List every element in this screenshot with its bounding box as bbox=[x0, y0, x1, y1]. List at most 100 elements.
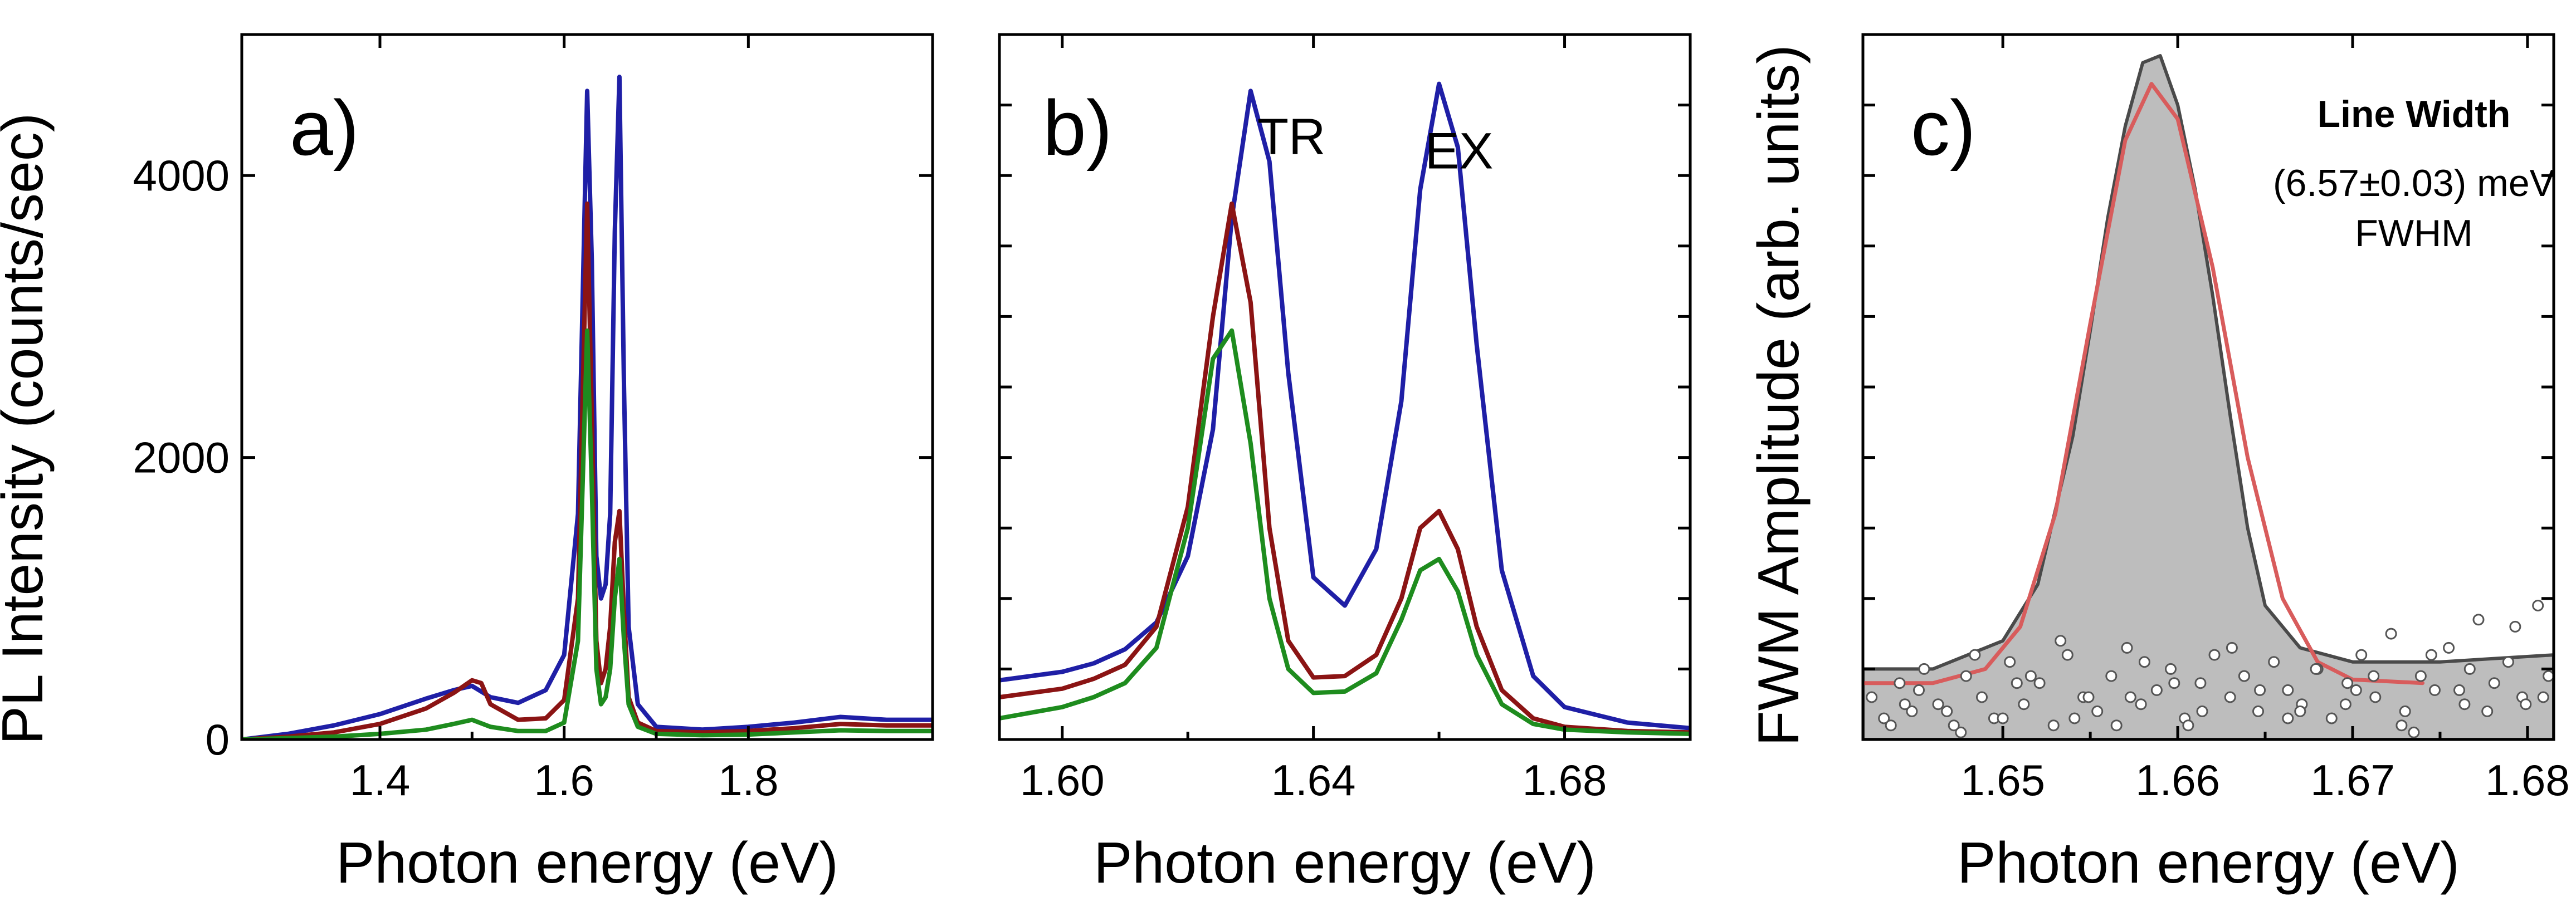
panel-c-scatter-point bbox=[2481, 705, 2494, 717]
panel-b-series-line-3 bbox=[999, 328, 1690, 736]
panel-c-scatter-point bbox=[2018, 698, 2030, 711]
panel-c-scatter-point bbox=[2268, 656, 2280, 668]
panel-c-scatter-point bbox=[2488, 677, 2500, 689]
panel-b-series-group bbox=[999, 81, 1690, 736]
panel-c-scatter-point bbox=[2350, 684, 2362, 696]
panel-c-annotation-title: Line Width bbox=[2318, 93, 2511, 135]
panel-c-scatter-point bbox=[2068, 712, 2081, 724]
panel-c-scatter-point bbox=[2294, 705, 2306, 717]
panel-b-peak-annotation: TR bbox=[1257, 109, 1326, 165]
panel-c-scatter-point bbox=[2252, 705, 2264, 717]
panel-c-scatter-point bbox=[1866, 691, 1878, 703]
panel-c-scatter-point bbox=[2091, 705, 2104, 717]
panel-a-plot-area bbox=[242, 75, 933, 739]
panel-c-scatter-point bbox=[2368, 670, 2380, 682]
panel-a-y-tick-label: 0 bbox=[206, 715, 230, 764]
panel-c-scatter-point bbox=[2055, 635, 2067, 647]
panel-a-x-tick-label: 1.4 bbox=[350, 756, 410, 805]
panel-c-scatter-point bbox=[2011, 677, 2023, 689]
panel-b-x-axis-label: Photon energy (eV) bbox=[1094, 831, 1596, 895]
panel-b-peak-annotation: EX bbox=[1425, 123, 1494, 180]
panel-c-scatter-point bbox=[2168, 677, 2180, 689]
panel-a-x-tick-label: 1.8 bbox=[718, 756, 778, 805]
panel-c-scatter-point bbox=[2033, 677, 2046, 689]
panel-c-scatter-point bbox=[2532, 600, 2544, 611]
panel-b-series-line-2 bbox=[999, 201, 1690, 735]
panel-c-scatter-point bbox=[1918, 663, 1930, 675]
panel-c-scatter-point bbox=[2310, 663, 2322, 675]
panel-c-scatter-point bbox=[1906, 705, 1918, 717]
panel-c-scatter-point bbox=[2537, 691, 2549, 703]
panel-c-scatter-point bbox=[1878, 712, 1890, 724]
panel-c-scatter-point bbox=[2110, 719, 2123, 732]
panel-b-x-tick-label: 1.64 bbox=[1271, 756, 1356, 805]
panel-c-scatter-point bbox=[2254, 684, 2266, 696]
panel-b-x-tick-label: 1.68 bbox=[1523, 756, 1607, 805]
panel-c-scatter-point bbox=[1955, 726, 1967, 738]
panel-c-x-axis-label: Photon energy (eV) bbox=[1957, 831, 2460, 895]
panel-a-series-line-2 bbox=[242, 201, 933, 739]
panel-c-scatter-point bbox=[1960, 670, 1972, 682]
panel-c-scatter-point bbox=[2082, 691, 2095, 703]
panel-c-scatter-point bbox=[2224, 691, 2236, 703]
panel-c-scatter-point bbox=[2472, 614, 2485, 626]
panel-c-x-tick-label: 1.65 bbox=[1960, 756, 2045, 805]
panel-c-scatter-points bbox=[1866, 600, 2554, 738]
panel-a-series-group bbox=[242, 75, 933, 739]
panel-c-y-axis-label: FWM Amplitude (arb. units) bbox=[1746, 45, 1811, 746]
panel-a-x-axis-label: Photon energy (eV) bbox=[336, 831, 838, 895]
panel-c-scatter-point bbox=[2196, 705, 2208, 717]
panel-c-label: c) bbox=[1911, 84, 1976, 172]
panel-c-scatter-point bbox=[2325, 712, 2338, 724]
panel-c-scatter-point bbox=[2061, 649, 2074, 661]
panel-c-scatter-point bbox=[2105, 670, 2118, 682]
panel-c-scatter-point bbox=[2208, 649, 2221, 661]
panel-c-scatter-point bbox=[2543, 670, 2554, 682]
panel-c-scatter-point bbox=[1948, 719, 1960, 732]
panel-b-x-tick-label: 1.60 bbox=[1020, 756, 1105, 805]
panel-c-x-tick-label: 1.66 bbox=[2135, 756, 2220, 805]
panel-c-scatter-point bbox=[2150, 684, 2163, 696]
panel-c-scatter-point bbox=[2414, 670, 2427, 682]
panel-c-scatter-point bbox=[2282, 684, 2294, 696]
panel-c-scatter-point bbox=[2463, 663, 2476, 675]
panel-c-scatter-point bbox=[1913, 684, 1925, 696]
panel-c-scatter-point bbox=[1976, 691, 1988, 703]
panel-a-ticks: 1.4 1.6 1.8 0 2000 4000 bbox=[133, 35, 933, 805]
panel-a-y-tick-label: 4000 bbox=[133, 151, 230, 200]
panel-c-scatter-point bbox=[2385, 628, 2397, 640]
panel-c-scatter-point bbox=[2047, 719, 2060, 732]
panel-b-annotations: TR EX bbox=[1257, 109, 1494, 179]
panel-a-label: a) bbox=[290, 84, 359, 172]
panel-c-scatter-point bbox=[2355, 649, 2368, 661]
panel-c: 1.65 1.66 1.67 1.68 c) Line Width (6.57±0.0… bbox=[1746, 33, 2570, 895]
panel-c-scatter-point bbox=[1894, 677, 1906, 689]
panel-c-scatter-point bbox=[1899, 698, 1911, 711]
panel-c-scatter-point bbox=[1932, 698, 1944, 711]
panel-a-series-line-3 bbox=[242, 328, 933, 739]
panel-c-ticks: 1.65 1.66 1.67 1.68 bbox=[1863, 35, 2570, 805]
panel-c-x-tick-label: 1.68 bbox=[2485, 756, 2570, 805]
panel-c-scatter-point bbox=[2135, 698, 2147, 711]
panel-c-scatter-point bbox=[2502, 656, 2514, 668]
panel-b-label: b) bbox=[1043, 84, 1112, 172]
panel-c-x-tick-label: 1.67 bbox=[2310, 756, 2395, 805]
panel-a: 1.4 1.6 1.8 0 2000 4000 a) Photon energy (eV)… bbox=[0, 33, 934, 895]
panel-c-fit-line bbox=[1863, 82, 2425, 685]
panel-c-scatter-point bbox=[2429, 684, 2441, 696]
panel-c-scatter-point bbox=[2138, 656, 2150, 668]
panel-a-y-tick-label: 2000 bbox=[133, 433, 230, 482]
panel-c-scatter-point bbox=[2520, 698, 2532, 711]
panel-c-scatter-point bbox=[2425, 649, 2437, 661]
panel-b-ticks: 1.60 1.64 1.68 bbox=[999, 35, 1690, 805]
panel-c-scatter-point bbox=[2458, 698, 2471, 711]
panel-c-annotation-value: (6.57±0.03) meV bbox=[2273, 162, 2555, 204]
panel-c-scatter-point bbox=[2282, 712, 2294, 724]
panel-c-scatter-point bbox=[2024, 670, 2037, 682]
panel-c-scatter-point bbox=[2238, 670, 2250, 682]
panel-c-scatter-point bbox=[2194, 677, 2207, 689]
panel-a-frame bbox=[240, 33, 934, 741]
panel-a-series-line-1 bbox=[242, 75, 933, 739]
panel-a-x-tick-label: 1.6 bbox=[534, 756, 594, 805]
